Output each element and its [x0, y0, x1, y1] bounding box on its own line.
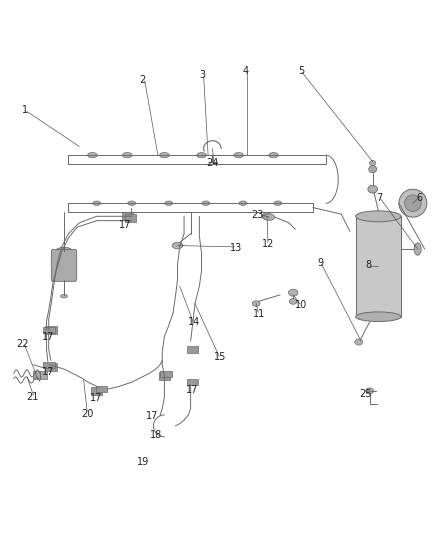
Text: 9: 9	[317, 258, 323, 268]
Circle shape	[399, 189, 427, 217]
Ellipse shape	[269, 152, 279, 158]
Text: 18: 18	[149, 430, 162, 440]
Text: 5: 5	[298, 66, 304, 76]
Text: 14: 14	[187, 317, 200, 327]
Ellipse shape	[159, 152, 169, 158]
Ellipse shape	[123, 152, 132, 158]
Text: 7: 7	[377, 192, 383, 203]
Ellipse shape	[289, 298, 297, 304]
Bar	[33, 372, 46, 379]
Ellipse shape	[88, 152, 97, 158]
Ellipse shape	[288, 289, 298, 296]
Text: 25: 25	[359, 390, 371, 399]
Ellipse shape	[370, 160, 376, 166]
Ellipse shape	[234, 152, 244, 158]
Ellipse shape	[172, 243, 183, 249]
Text: 17: 17	[186, 385, 198, 394]
Text: 8: 8	[365, 260, 371, 270]
Ellipse shape	[165, 201, 173, 205]
Bar	[125, 214, 137, 222]
Text: 24: 24	[206, 158, 219, 168]
Ellipse shape	[355, 339, 363, 345]
Text: 17: 17	[42, 367, 54, 377]
Ellipse shape	[252, 301, 260, 306]
Text: 15: 15	[214, 352, 226, 362]
Bar	[96, 386, 107, 392]
Text: 11: 11	[253, 309, 265, 319]
Ellipse shape	[93, 201, 101, 205]
Circle shape	[405, 195, 421, 212]
Ellipse shape	[264, 214, 275, 221]
Ellipse shape	[356, 211, 401, 222]
Text: 1: 1	[21, 105, 28, 115]
Ellipse shape	[60, 294, 67, 298]
FancyBboxPatch shape	[51, 249, 77, 281]
Text: 6: 6	[416, 192, 422, 203]
Bar	[356, 216, 401, 317]
Bar	[187, 345, 198, 353]
Text: 3: 3	[199, 70, 205, 80]
Text: 17: 17	[146, 411, 159, 421]
Ellipse shape	[239, 201, 247, 205]
Text: 17: 17	[119, 220, 131, 230]
Bar	[122, 212, 133, 220]
Text: 21: 21	[26, 392, 38, 402]
Ellipse shape	[356, 312, 401, 321]
Bar	[43, 327, 55, 333]
Ellipse shape	[197, 152, 206, 158]
Bar	[187, 379, 198, 385]
Text: 12: 12	[262, 239, 274, 249]
Ellipse shape	[414, 243, 421, 255]
Text: 23: 23	[251, 210, 264, 220]
Ellipse shape	[366, 388, 374, 394]
Bar	[91, 387, 102, 395]
Ellipse shape	[56, 247, 72, 255]
Ellipse shape	[368, 185, 378, 193]
Text: 17: 17	[90, 393, 102, 403]
Bar	[45, 363, 57, 371]
Ellipse shape	[369, 166, 377, 173]
Bar	[45, 326, 57, 334]
Text: 17: 17	[42, 332, 54, 342]
Text: 4: 4	[243, 66, 249, 76]
Text: 20: 20	[81, 409, 93, 419]
Text: 19: 19	[137, 457, 149, 467]
Bar	[43, 362, 55, 368]
Bar	[159, 372, 170, 379]
Ellipse shape	[128, 201, 136, 205]
Text: 13: 13	[230, 243, 242, 253]
Text: 22: 22	[16, 339, 29, 349]
Text: 2: 2	[139, 75, 146, 85]
Bar	[160, 371, 172, 377]
Ellipse shape	[274, 201, 282, 205]
Ellipse shape	[261, 213, 272, 220]
Ellipse shape	[202, 201, 210, 205]
Text: 10: 10	[295, 300, 307, 310]
